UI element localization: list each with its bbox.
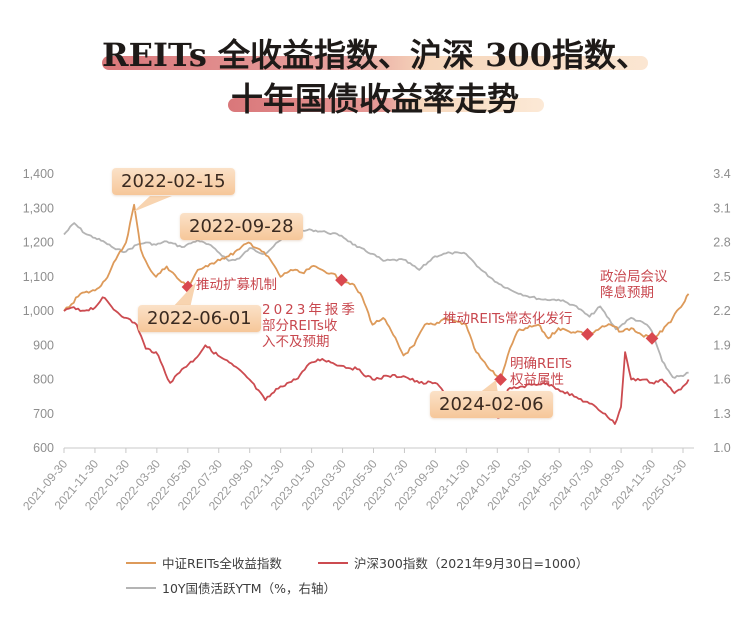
title-highlight-1 <box>102 56 648 70</box>
callout-2022-02-15: 2022-02-15 <box>112 168 235 195</box>
y-axis-right: 1.0 1.3 1.6 1.9 2.2 2.5 2.8 3.1 3.4 <box>713 167 730 455</box>
title-line-1: REITs 全收益指数、沪深 300指数、 <box>102 36 648 74</box>
y-left-tick-label: 1,000 <box>23 304 54 318</box>
legend-label-ytm: 10Y国债活跃YTM（%，右轴） <box>162 581 336 596</box>
y-left-tick-label: 700 <box>33 407 54 421</box>
y-axis-left: 600 700 800 900 1,000 1,100 1,200 1,300 1,400 <box>23 167 54 455</box>
legend-item-reits: 中证REITs全收益指数 <box>126 553 282 572</box>
callout-pointer-2024-02-06 <box>478 380 498 394</box>
legend-label-reits: 中证REITs全收益指数 <box>162 556 282 571</box>
y-right-tick-label: 1.6 <box>713 373 730 387</box>
ytm-line <box>63 222 689 379</box>
y-left-tick-label: 1,300 <box>23 201 54 215</box>
note-equity-line2: 权益属性 <box>510 372 564 388</box>
note-2023-line1: 2023年报季 <box>262 302 358 318</box>
title-highlight-2 <box>228 98 544 112</box>
y-left-tick-label: 1,100 <box>23 270 54 284</box>
y-right-tick-label: 2.2 <box>713 304 730 318</box>
legend-item-csi300: 沪深300指数（2021年9月30日=1000） <box>318 553 588 572</box>
diamond-marker-icon <box>581 327 594 341</box>
note-politburo-line2: 降息预期 <box>600 285 654 301</box>
chart-title: REITs 全收益指数、沪深 300指数、 十年国债收益率走势 <box>0 0 750 130</box>
note-2023-line2: 部分REITs收 <box>262 318 338 334</box>
callout-pointers <box>133 196 498 394</box>
note-politburo-meeting: 政治局会议 降息预期 <box>600 269 668 301</box>
y-right-tick-label: 2.5 <box>713 270 730 284</box>
note-2023-annual-report: 2023年报季 部分REITs收 入不及预期 <box>262 302 358 350</box>
y-right-tick-label: 1.0 <box>713 441 730 455</box>
x-axis: 2021-09-302021-11-302022-01-302022-03-30… <box>20 447 694 513</box>
callout-2024-02-06: 2024-02-06 <box>430 391 553 418</box>
y-left-tick-label: 800 <box>33 373 54 387</box>
y-right-tick-label: 2.8 <box>713 236 730 250</box>
legend-swatch-ytm <box>126 586 156 589</box>
diamond-marker-icon <box>494 373 507 386</box>
callout-2022-06-01: 2022-06-01 <box>138 305 261 332</box>
legend-item-ytm: 10Y国债活跃YTM（%，右轴） <box>126 578 336 597</box>
callout-pointer-2022-06-01 <box>172 282 196 308</box>
note-normalized-issuance: 推动REITs常态化发行 <box>443 311 573 327</box>
y-left-tick-label: 1,200 <box>23 236 54 250</box>
y-left-tick-label: 600 <box>33 441 54 455</box>
diamond-marker-icon <box>335 273 348 287</box>
legend-swatch-csi300 <box>318 561 348 564</box>
legend-swatch-reits <box>126 561 156 564</box>
y-right-tick-label: 1.3 <box>713 407 730 421</box>
title-line-2: 十年国债收益率走势 <box>230 80 519 118</box>
note-equity-line1: 明确REITs <box>510 356 572 372</box>
note-politburo-line1: 政治局会议 <box>600 269 668 285</box>
y-right-tick-label: 1.9 <box>713 338 730 352</box>
y-left-tick-label: 900 <box>33 338 54 352</box>
legend-label-csi300: 沪深300指数（2021年9月30日=1000） <box>354 556 589 571</box>
csi300-line <box>63 296 690 425</box>
note-expansion-mechanism: 推动扩募机制 <box>196 277 277 293</box>
note-equity-attribute: 明确REITs 权益属性 <box>510 356 572 388</box>
y-left-tick-label: 1,400 <box>23 167 54 181</box>
y-right-tick-label: 3.4 <box>713 167 730 181</box>
note-2023-line3: 入不及预期 <box>262 334 330 350</box>
y-right-tick-label: 3.1 <box>713 201 730 215</box>
callout-2022-09-28: 2022-09-28 <box>180 213 303 240</box>
callout-pointer-2022-02-15 <box>133 196 172 212</box>
